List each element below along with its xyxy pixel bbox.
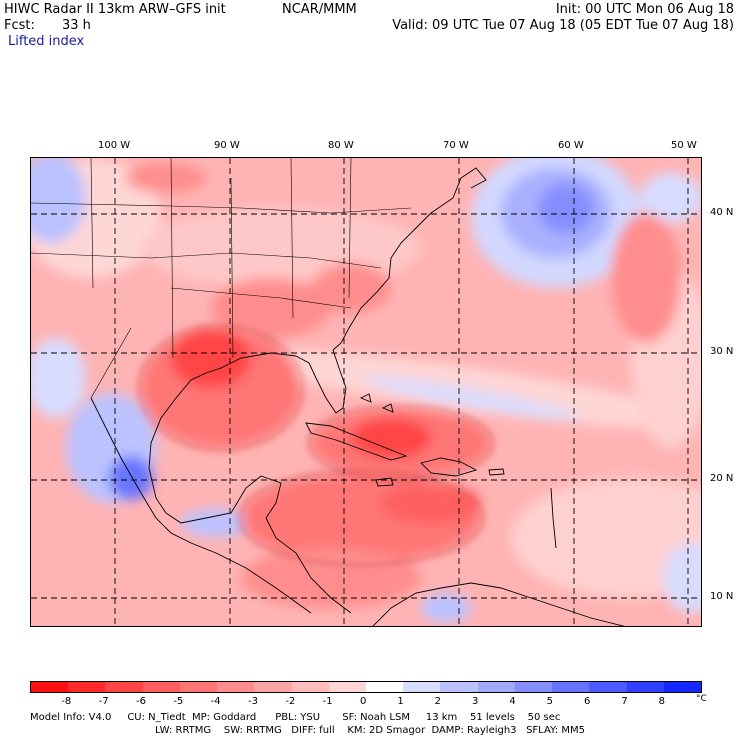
colorbar-swatch — [514, 682, 553, 692]
lifted-index-colorbar — [30, 681, 702, 693]
colorbar-tick-label: -8 — [61, 696, 72, 707]
colorbar-swatch — [217, 682, 255, 692]
colorbar-swatch — [31, 682, 69, 692]
lon-label-50w: 50 W — [671, 140, 697, 151]
lat-lon-grid — [31, 158, 701, 626]
colorbar-tick-label: 5 — [546, 696, 554, 707]
institution-label: NCAR/MMM — [282, 2, 357, 17]
colorbar-tick-label: -6 — [136, 696, 146, 707]
valid-time: Valid: 09 UTC Tue 07 Aug 18 (05 EDT Tue … — [392, 18, 734, 33]
model-info-line-2: LW: RRTMG SW: RRTMG DIFF: full KM: 2D Sm… — [155, 725, 585, 736]
colorbar-tick-label: 6 — [584, 696, 591, 707]
model-title: HIWC Radar II 13km ARW–GFS init — [4, 2, 226, 17]
colorbar-unit: °C — [696, 694, 707, 704]
field-shading — [31, 158, 701, 623]
colorbar-tick-label: -7 — [98, 696, 109, 707]
colorbar-tick-label: -3 — [248, 696, 258, 707]
colorbar-swatch — [626, 682, 664, 692]
colorbar-swatch — [142, 682, 180, 692]
lon-label-100w: 100 W — [98, 140, 131, 151]
colorbar-tick-label: -4 — [210, 696, 221, 707]
colorbar-swatch — [663, 682, 701, 692]
forecast-label: Fcst: — [4, 18, 35, 33]
colorbar-tick-label: 2 — [434, 696, 442, 707]
colorbar-swatch — [365, 682, 404, 692]
colorbar-tick-label: 3 — [472, 696, 479, 707]
colorbar-swatch — [403, 682, 441, 692]
colorbar-swatch — [291, 682, 329, 692]
coastlines — [90, 167, 625, 626]
colorbar-swatch — [254, 682, 292, 692]
colorbar-swatch — [68, 682, 106, 692]
colorbar-swatch — [179, 682, 218, 692]
lat-label-40n: 40 N — [710, 207, 734, 218]
model-info-line-1: Model Info: V4.0 CU: N_Tiedt MP: Goddard… — [30, 712, 561, 723]
colorbar-tick-label: -5 — [173, 696, 184, 707]
colorbar-swatch — [552, 682, 590, 692]
map-canvas — [31, 158, 701, 626]
colorbar-tick-label: -2 — [285, 696, 296, 707]
colorbar-swatch — [105, 682, 143, 692]
colorbar-swatch — [328, 682, 366, 692]
field-name: Lifted index — [8, 34, 85, 49]
lat-label-20n: 20 N — [710, 473, 734, 484]
state-borders — [31, 158, 412, 399]
forecast-hour: 33 h — [62, 18, 91, 33]
lon-label-90w: 90 W — [214, 140, 240, 151]
init-time: Init: 00 UTC Mon 06 Aug 18 — [555, 2, 734, 17]
colorbar-swatch — [477, 682, 515, 692]
lon-label-60w: 60 W — [558, 140, 584, 151]
lat-label-30n: 30 N — [710, 346, 734, 357]
lon-label-80w: 80 W — [328, 140, 354, 151]
lifted-index-map — [30, 157, 702, 627]
colorbar-tick-label: 1 — [397, 696, 404, 707]
lat-label-10n: 10 N — [710, 591, 734, 602]
colorbar-swatch — [589, 682, 627, 692]
colorbar-tick-label: 8 — [658, 696, 666, 707]
colorbar-swatch — [440, 682, 478, 692]
colorbar-tick-label: 7 — [621, 696, 628, 707]
lon-label-70w: 70 W — [443, 140, 469, 151]
colorbar-tick-label: 4 — [509, 696, 516, 707]
colorbar-tick-label: -1 — [322, 696, 333, 707]
colorbar-tick-label: 0 — [360, 696, 367, 707]
